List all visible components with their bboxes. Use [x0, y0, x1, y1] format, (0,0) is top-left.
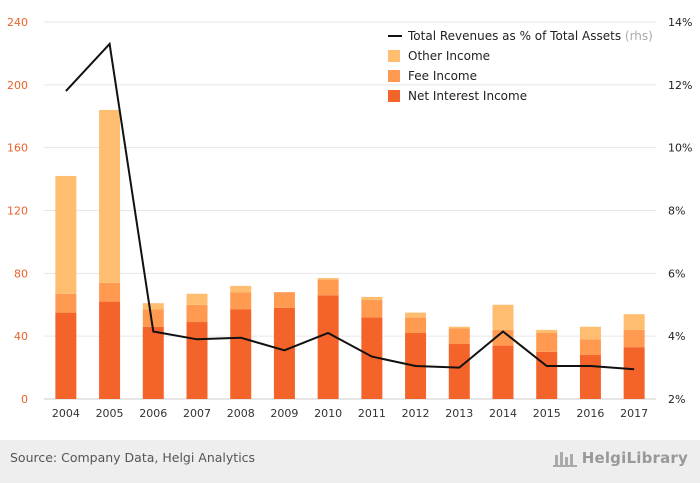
- bar-segment: [623, 347, 645, 399]
- legend-label: Total Revenues as % of Total Assets (rhs…: [407, 29, 653, 43]
- bar-segment: [55, 312, 77, 399]
- bar-segment: [448, 326, 470, 329]
- x-tick-label: 2014: [489, 407, 517, 420]
- y-left-tick-label: 240: [7, 16, 28, 29]
- bar-segment: [579, 355, 601, 399]
- y-right-tick-label: 14%: [668, 16, 692, 29]
- bar-segment: [536, 329, 558, 334]
- bar-segment: [579, 326, 601, 340]
- bar-segment: [317, 278, 339, 280]
- y-left-tick-label: 40: [14, 330, 28, 343]
- x-tick-label: 2012: [402, 407, 430, 420]
- x-tick-label: 2010: [314, 407, 342, 420]
- legend-suffix: (rhs): [621, 29, 653, 43]
- bar-segment: [536, 351, 558, 399]
- x-tick-label: 2015: [533, 407, 561, 420]
- bar-segment: [317, 295, 339, 399]
- y-left-tick-label: 200: [7, 79, 28, 92]
- bar-segment: [492, 304, 514, 330]
- legend-label: Fee Income: [408, 69, 477, 83]
- bar-segment: [273, 292, 295, 308]
- bar-segment: [492, 345, 514, 399]
- x-tick-label: 2004: [52, 407, 80, 420]
- y-right-tick-label: 6%: [668, 267, 685, 280]
- x-tick-label: 2008: [227, 407, 255, 420]
- y-right-tick-label: 2%: [668, 393, 685, 406]
- bar-segment: [623, 329, 645, 348]
- bar-segment: [317, 279, 339, 296]
- y-left-tick-label: 160: [7, 142, 28, 155]
- brand-logo: HelgiLibrary: [552, 448, 688, 468]
- y-right-tick-label: 12%: [668, 79, 692, 92]
- footer: Source: Company Data, Helgi Analytics He…: [0, 440, 700, 483]
- bar-segment: [142, 326, 164, 399]
- bar-segment: [99, 109, 121, 283]
- x-tick-label: 2009: [270, 407, 298, 420]
- x-tick-label: 2005: [96, 407, 124, 420]
- bar-segment: [55, 293, 77, 313]
- bar-segment: [230, 292, 252, 310]
- bar-segment: [99, 301, 121, 399]
- bar-segment: [405, 312, 427, 318]
- bar-segment: [448, 328, 470, 345]
- legend-swatch: [388, 50, 400, 62]
- bar-segment: [230, 285, 252, 293]
- legend-label: Net Interest Income: [408, 89, 527, 103]
- bar-segment: [99, 282, 121, 302]
- bar-segment: [405, 317, 427, 334]
- x-tick-label: 2016: [576, 407, 604, 420]
- revenue-chart: 0 40 80 120 160 200 240 2% 4% 6% 8% 10% 12% 14% 2004 20…: [7, 16, 692, 420]
- line-series-total-revenues: [65, 41, 635, 371]
- bar-segment: [186, 322, 208, 399]
- bar-segment: [579, 339, 601, 356]
- library-columns-icon: [552, 452, 577, 467]
- bar-segment: [186, 293, 208, 305]
- bar-segment: [361, 296, 383, 301]
- bar-segment: [623, 314, 645, 330]
- legend-swatch: [388, 90, 400, 102]
- x-tick-label: 2011: [358, 407, 386, 420]
- y-left-tick-label: 80: [14, 267, 28, 280]
- bar-segment: [55, 175, 77, 294]
- bar-segment: [448, 344, 470, 399]
- brand-name: HelgiLibrary: [581, 449, 688, 467]
- x-tick-label: 2017: [620, 407, 648, 420]
- y-right-tick-label: 10%: [668, 142, 692, 155]
- legend-swatch: [388, 70, 400, 82]
- y-right-tick-label: 8%: [668, 205, 685, 218]
- y-left-tick-label: 0: [21, 393, 28, 406]
- bar-segment: [361, 317, 383, 399]
- y-left-tick-label: 120: [7, 205, 28, 218]
- bar-segment: [361, 300, 383, 318]
- bar-segment: [492, 329, 514, 346]
- source-note: Source: Company Data, Helgi Analytics: [10, 450, 256, 465]
- bar-segment: [142, 303, 164, 310]
- x-tick-label: 2006: [139, 407, 167, 420]
- bar-segment: [273, 307, 295, 399]
- x-tick-label: 2013: [445, 407, 473, 420]
- y-right-tick-label: 4%: [668, 330, 685, 343]
- x-tick-label: 2007: [183, 407, 211, 420]
- bar-segment: [230, 309, 252, 399]
- bar-segment: [186, 304, 208, 323]
- legend-label: Other Income: [408, 49, 490, 63]
- bar-segment: [142, 309, 164, 327]
- bar-segment: [536, 333, 558, 352]
